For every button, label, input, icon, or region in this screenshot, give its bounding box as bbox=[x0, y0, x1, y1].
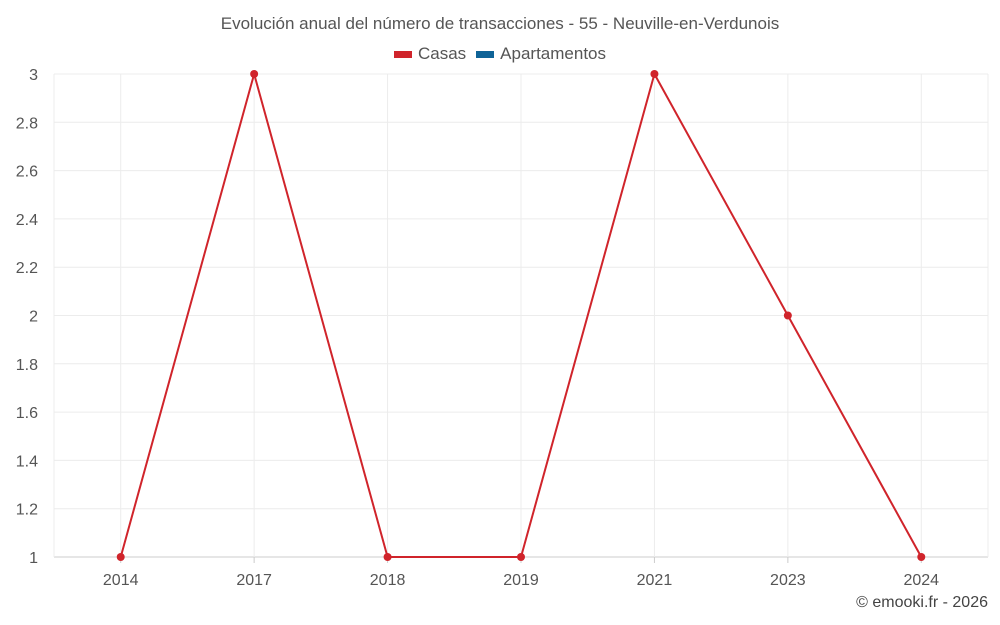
legend-label-apartamentos: Apartamentos bbox=[500, 44, 607, 63]
credit-text: © emooki.fr - 2026 bbox=[856, 594, 988, 611]
y-tick-label: 2.6 bbox=[16, 164, 38, 181]
y-tick-label: 2.8 bbox=[16, 115, 38, 132]
legend-swatch-casas bbox=[393, 50, 412, 58]
x-tick-label: 2014 bbox=[103, 572, 139, 589]
y-tick-label: 1.6 bbox=[16, 405, 38, 422]
x-tick-label: 2023 bbox=[770, 572, 806, 589]
chart-title: Evolución anual del número de transaccio… bbox=[220, 14, 780, 33]
legend-swatch-apartamentos bbox=[476, 50, 495, 58]
x-tick-label: 2021 bbox=[637, 572, 673, 589]
series-layer bbox=[116, 70, 926, 561]
data-point[interactable] bbox=[250, 70, 259, 78]
data-point[interactable] bbox=[116, 553, 125, 561]
y-tick-label: 2.4 bbox=[16, 212, 38, 229]
y-tick-label: 1 bbox=[29, 550, 38, 567]
grid-lines bbox=[53, 73, 989, 558]
data-point[interactable] bbox=[650, 70, 659, 78]
y-tick-label: 1.8 bbox=[16, 357, 38, 374]
y-axis: 1 1.2 1.4 1.6 1.8 2 2.2 2.4 2.6 2.8 3 bbox=[16, 67, 38, 567]
legend-label-casas: Casas bbox=[417, 44, 467, 63]
legend: Casas Apartamentos bbox=[0, 44, 1000, 64]
data-point[interactable] bbox=[917, 553, 926, 561]
x-axis: 2014 2017 2018 2019 2021 2023 2024 bbox=[103, 557, 939, 589]
data-point[interactable] bbox=[517, 553, 525, 561]
y-tick-label: 2 bbox=[29, 309, 38, 326]
x-tick-label: 2017 bbox=[236, 572, 272, 589]
data-point[interactable] bbox=[383, 553, 392, 561]
y-tick-label: 3 bbox=[29, 67, 38, 84]
legend-item-apartamentos[interactable]: Apartamentos bbox=[476, 44, 606, 64]
x-tick-label: 2018 bbox=[370, 572, 406, 589]
x-tick-label: 2019 bbox=[503, 572, 539, 589]
legend-item-casas[interactable]: Casas bbox=[393, 44, 467, 64]
x-tick-label: 2024 bbox=[903, 572, 939, 589]
y-tick-label: 2.2 bbox=[16, 260, 38, 277]
data-point[interactable] bbox=[783, 311, 792, 320]
y-tick-label: 1.4 bbox=[16, 453, 38, 470]
y-tick-label: 1.2 bbox=[16, 502, 38, 519]
